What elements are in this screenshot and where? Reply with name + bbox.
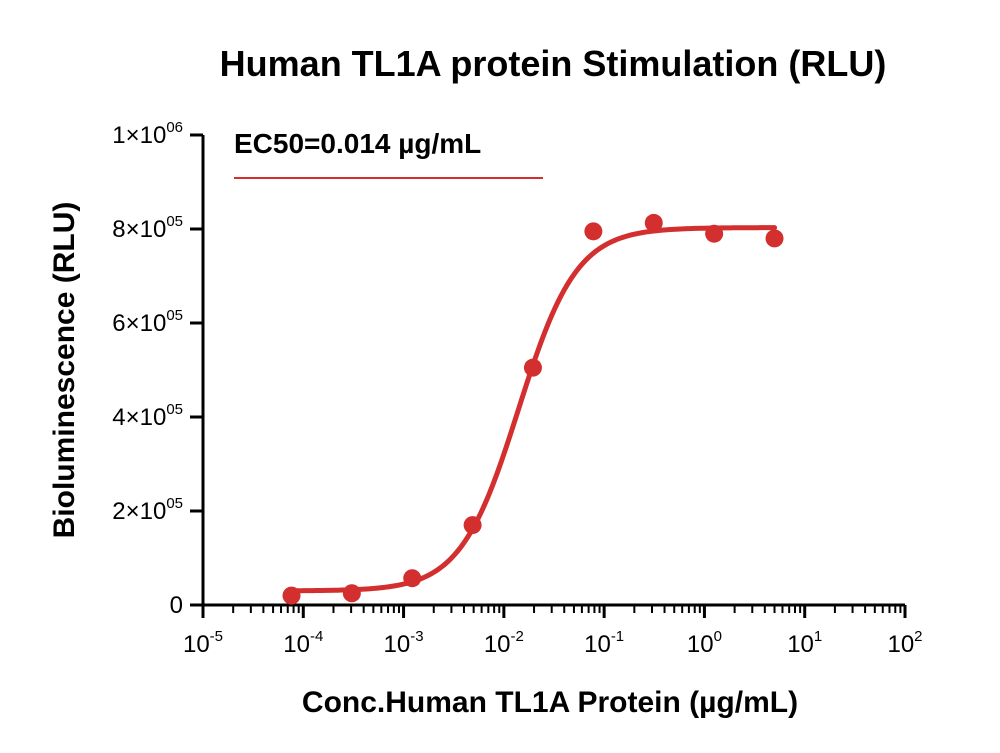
fit-layer [289,225,778,594]
y-tick-label: 2×1005 [112,495,183,525]
x-tick-label: 10-1 [584,628,624,658]
data-point [644,213,663,232]
x-tick-label: 101 [787,628,822,658]
x-tick-label: 10-3 [384,628,424,658]
data-point [463,516,482,535]
legend-label: EC50=0.014 µg/mL [234,128,481,159]
data-point [523,358,542,377]
y-tick-label: 4×1005 [112,401,183,431]
data-point [584,222,603,241]
y-tick-label: 6×1005 [112,307,183,337]
data-point [342,584,361,603]
legend: EC50=0.014 µg/mL [234,128,543,179]
y-tick-label: 8×1005 [112,213,183,243]
data-point [403,569,422,588]
data-point [282,586,301,605]
data-point [765,229,784,248]
y-tick-label: 0 [170,592,183,619]
axes: 10-5 10-4 10-3 10-2 10-1 100 101 102 0 2×1005 4×10… [112,119,922,658]
x-tick-label: 10-4 [283,628,323,658]
x-tick-label: 10-2 [484,628,524,658]
y-tick-label: 1×1006 [112,119,183,149]
chart-title: Human TL1A protein Stimulation (RLU) [220,43,887,84]
points-layer [282,213,784,605]
x-tick-label: 10-5 [183,628,223,658]
data-point [705,224,724,243]
y-axis-title: Bioluminescence (RLU) [48,202,81,539]
fit-curve [289,225,778,594]
x-tick-label: 100 [687,628,722,658]
x-axis-title: Conc.Human TL1A Protein (µg/mL) [302,686,798,719]
x-tick-label: 102 [887,628,922,658]
